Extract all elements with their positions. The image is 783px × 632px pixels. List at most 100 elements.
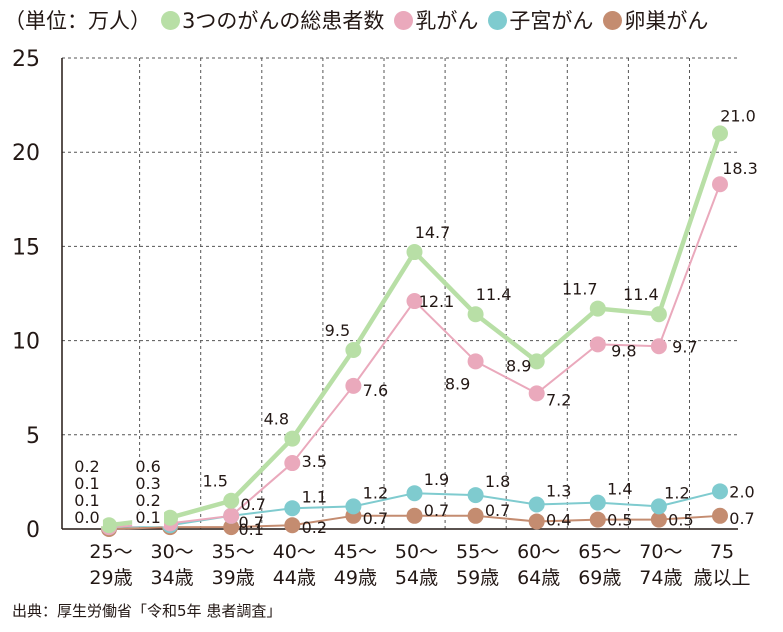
x-tick-label-line1: 70～ [639, 541, 682, 563]
legend-swatch-uterine [488, 10, 508, 30]
data-point-breast [223, 507, 240, 524]
data-label-ovarian: 0.7 [485, 501, 510, 520]
data-point-breast [528, 385, 545, 402]
x-tick-label-line2: 49歳 [334, 567, 377, 589]
x-tick-label: 45～49歳 [334, 541, 377, 589]
x-tick-label: 70～74歳 [639, 541, 682, 589]
data-point-breast [284, 455, 301, 472]
data-point-breast [406, 293, 423, 310]
x-tick-label-line2: 39歳 [212, 567, 255, 589]
data-labels: 1.5 4.8 9.5 14.7 11.4 8.9 11.7 11.4 21.0 0.7 3.5 7.… [71, 106, 758, 539]
data-label-breast: 9.8 [611, 341, 636, 360]
data-label-uterine: 1.3 [546, 482, 571, 501]
x-tick-label: 60～64歳 [517, 541, 560, 589]
data-label-total: 21.0 [720, 106, 756, 125]
data-point-breast [589, 336, 606, 353]
data-label-breast: 18.3 [722, 159, 758, 178]
x-tick-label-line1: 40～ [273, 541, 316, 563]
data-label-total: 4.8 [264, 410, 289, 429]
source-note: 出典：厚生労働省「令和5年 患者調査」 [12, 602, 282, 620]
data-point-total [284, 430, 301, 447]
y-tick-label: 0 [26, 518, 40, 543]
data-label-total: 0.6 [135, 457, 160, 476]
data-label-total: 11.4 [476, 285, 512, 304]
data-label-breast: 7.2 [546, 390, 571, 409]
data-label-uterine: 1.2 [664, 483, 689, 502]
data-point-total [162, 509, 179, 526]
data-label-total: 11.4 [623, 285, 659, 304]
legend-item-total: 3つのがんの総患者数 [161, 5, 384, 35]
x-tick-label: 40～44歳 [273, 541, 316, 589]
x-tick-label-line2: 59歳 [456, 567, 499, 589]
data-label-breast: 8.9 [445, 374, 470, 393]
data-label-total-bg [71, 458, 103, 476]
legend-swatch-total [161, 10, 180, 30]
data-point-total [467, 306, 484, 323]
data-label-ovarian: 0.5 [607, 511, 632, 530]
data-point-ovarian [406, 507, 423, 524]
x-tick-label-line2: 74歳 [639, 567, 682, 589]
data-label-total: 0.2 [74, 457, 99, 476]
y-tick-label: 15 [12, 235, 40, 260]
data-label-breast: 3.5 [302, 452, 327, 471]
data-point-uterine [406, 485, 423, 502]
data-label-ovarian: 0.0 [74, 508, 99, 527]
data-label-uterine: 1.2 [363, 483, 388, 502]
data-label-uterine: 1.1 [302, 487, 327, 506]
data-point-total [589, 300, 606, 317]
x-tick-label-line1: 50～ [395, 541, 438, 563]
data-label-breast: 9.7 [672, 337, 697, 356]
data-point-breast [650, 338, 667, 355]
data-point-total [650, 306, 667, 323]
data-label-uterine: 1.9 [424, 470, 449, 489]
data-label-ovarian: 0.2 [302, 518, 327, 537]
x-tick-label: 50～54歳 [395, 541, 438, 589]
x-tick-label-line2: 69歳 [578, 567, 621, 589]
y-tick-label: 25 [12, 47, 40, 72]
x-tick-label-line1: 35～ [212, 541, 255, 563]
x-tick-label-line1: 30～ [151, 541, 194, 563]
x-tick-label: 35～39歳 [212, 541, 255, 589]
data-point-ovarian [589, 511, 606, 528]
data-point-ovarian [223, 519, 240, 536]
data-point-ovarian [284, 517, 301, 534]
unit-label: （単位：万人） [4, 9, 151, 33]
data-point-uterine [467, 487, 484, 504]
data-label-total: 11.7 [562, 280, 598, 299]
data-label-ovarian: 0.4 [546, 510, 571, 529]
data-label-breast: 0.1 [74, 474, 99, 493]
chart-header: （単位：万人） 3つのがんの総患者数 乳がん 子宮がん 卵巣がん [4, 2, 779, 38]
legend-label-ovarian: 卵巣がん [624, 9, 709, 33]
x-tick-label-line2: 64歳 [517, 567, 560, 589]
x-tick-label-line2: 34歳 [151, 567, 194, 589]
x-tick-label: 75 歳以上 [693, 541, 750, 589]
legend-swatch-ovarian [603, 10, 623, 30]
x-tick-label-line1: 25～ [89, 541, 132, 563]
legend-item-uterine: 子宮がん [488, 5, 593, 35]
legend-item-ovarian: 卵巣がん [603, 5, 708, 35]
data-point-total [223, 492, 240, 509]
data-label-breast: 0.3 [135, 474, 160, 493]
data-label-uterine: 0.7 [238, 513, 263, 532]
data-point-total [345, 342, 362, 359]
y-tick-label: 20 [12, 141, 40, 166]
x-tick-label-line2: 歳以上 [693, 567, 750, 589]
data-point-total [712, 125, 728, 142]
legend-label-breast: 乳がん [415, 9, 479, 33]
data-label-breast: 7.6 [363, 381, 388, 400]
data-point-breast [345, 377, 362, 394]
data-label-breast: 12.1 [419, 292, 455, 311]
data-point-uterine [712, 483, 728, 500]
x-tick-label: 65～69歳 [578, 541, 621, 589]
data-point-breast [712, 176, 728, 193]
data-label-total-bg [132, 458, 165, 476]
data-label-uterine: 0.1 [74, 491, 99, 510]
x-tick-label-line1: 65～ [578, 541, 621, 563]
legend-swatch-breast [394, 10, 414, 30]
data-point-ovarian [467, 507, 484, 524]
data-point-total [101, 517, 117, 534]
x-tick-label-line1: 75 [710, 541, 734, 563]
grid [62, 57, 738, 529]
x-tick-label-line1: 55～ [456, 541, 499, 563]
